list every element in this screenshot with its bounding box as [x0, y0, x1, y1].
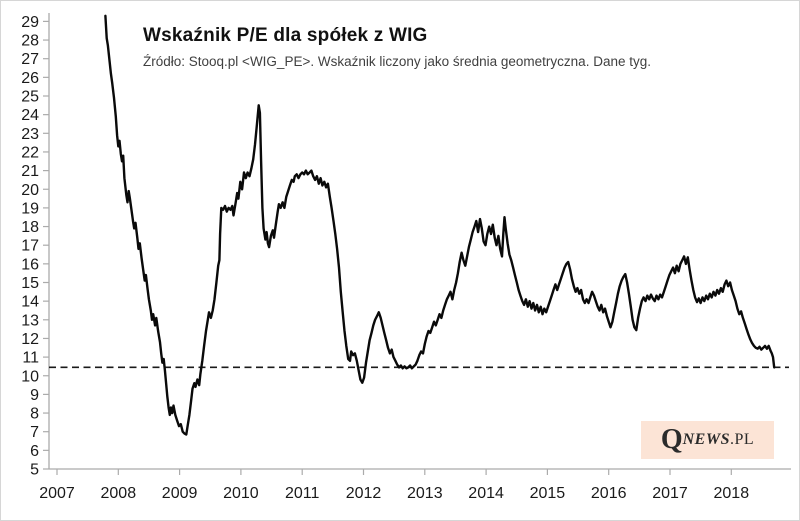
- y-axis-tick-label: 5: [30, 462, 39, 479]
- x-axis-tick-label: 2017: [652, 485, 688, 502]
- y-axis-tick-label: 17: [21, 238, 39, 255]
- x-axis-tick-label: 2012: [346, 485, 382, 502]
- y-axis-tick-label: 16: [21, 256, 39, 273]
- qnews-logo-pl: .PL: [729, 431, 755, 448]
- qnews-watermark: Q NEWS .PL: [641, 421, 774, 459]
- y-axis-tick-label: 8: [30, 406, 39, 423]
- x-axis-tick-label: 2007: [39, 485, 75, 502]
- y-axis-tick-label: 9: [30, 387, 39, 404]
- y-axis-tick-label: 15: [21, 275, 39, 292]
- y-axis-tick-label: 21: [21, 163, 39, 180]
- x-axis-tick-label: 2011: [285, 485, 320, 502]
- y-axis-tick-label: 24: [21, 107, 39, 124]
- y-axis-tick-label: 7: [30, 424, 39, 441]
- x-axis-tick-label: 2016: [591, 485, 627, 502]
- y-axis-tick-label: 14: [21, 294, 39, 311]
- y-axis-tick-label: 20: [21, 182, 39, 199]
- x-axis-tick-label: 2008: [101, 485, 137, 502]
- y-axis-tick-label: 28: [21, 33, 39, 50]
- x-axis-tick-label: 2013: [407, 485, 443, 502]
- y-axis-tick-label: 23: [21, 126, 39, 143]
- chart-subtitle: Źródło: Stooq.pl <WIG_PE>. Wskaźnik licz…: [143, 54, 651, 69]
- x-axis-tick-label: 2009: [162, 485, 198, 502]
- y-axis-tick-label: 26: [21, 70, 39, 87]
- pe-series-line: [104, 14, 776, 436]
- chart-title: Wskaźnik P/E dla spółek z WIG: [143, 25, 428, 46]
- y-axis-tick-label: 12: [21, 331, 39, 348]
- y-axis-tick-label: 22: [21, 144, 39, 161]
- y-axis-tick-label: 19: [21, 200, 39, 217]
- y-axis-tick-label: 27: [21, 51, 39, 68]
- y-axis-tick-label: 18: [21, 219, 39, 236]
- x-axis-tick-label: 2010: [223, 485, 259, 502]
- y-axis-tick-label: 13: [21, 312, 39, 329]
- x-axis-tick-label: 2014: [468, 485, 504, 502]
- y-axis-tick-label: 29: [21, 14, 39, 31]
- y-axis-tick-label: 6: [30, 443, 39, 460]
- x-axis-tick-label: 2015: [530, 485, 566, 502]
- y-axis-tick-label: 25: [21, 89, 39, 106]
- qnews-logo-news: NEWS: [682, 431, 730, 448]
- y-axis-tick-label: 10: [21, 368, 39, 385]
- x-axis-tick-label: 2018: [714, 485, 750, 502]
- y-axis-tick-label: 11: [22, 350, 39, 367]
- qnews-logo-q: Q: [660, 424, 683, 455]
